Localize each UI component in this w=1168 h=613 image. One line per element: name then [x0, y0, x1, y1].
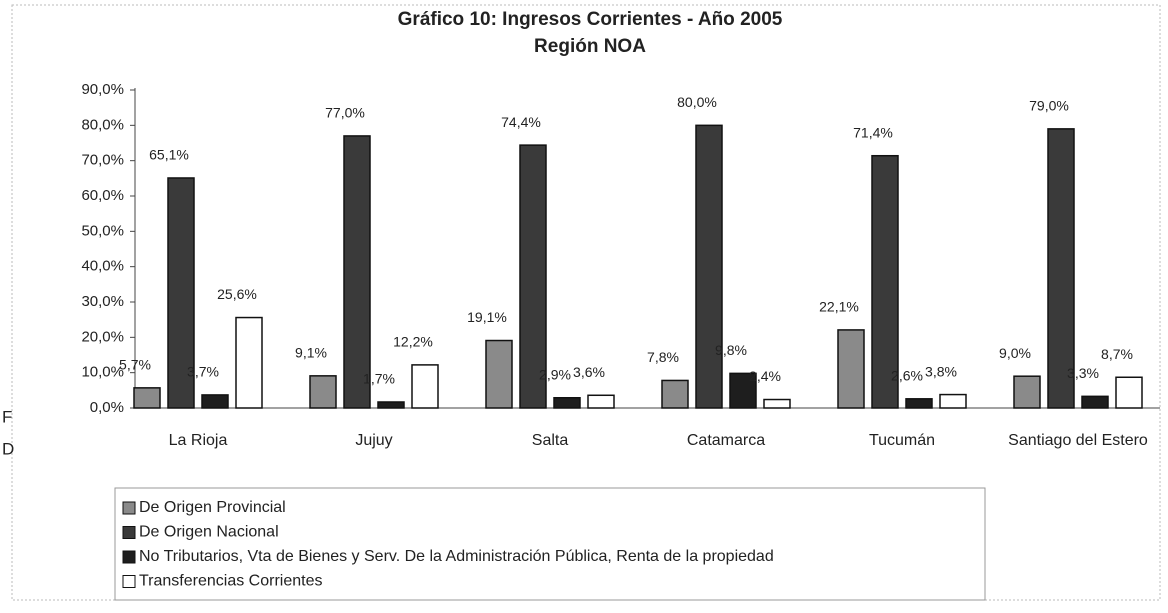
- bar: [1081, 395, 1109, 409]
- y-tick-label: 80,0%: [81, 116, 124, 133]
- x-tick-label: La Rioja: [168, 432, 228, 449]
- y-tick-label: 50,0%: [81, 222, 124, 239]
- data-label: 9,1%: [295, 345, 327, 361]
- bar: [905, 398, 933, 409]
- y-tick-label: 10,0%: [81, 364, 124, 381]
- annotation: D: [2, 439, 14, 458]
- data-label: 2,6%: [891, 368, 923, 384]
- data-label: 3,8%: [925, 363, 957, 379]
- chart-subtitle: Región NOA: [534, 36, 646, 57]
- bar: [485, 339, 513, 409]
- data-label: 71,4%: [853, 124, 893, 140]
- data-label: 22,1%: [819, 299, 859, 315]
- legend-label: De Origen Provincial: [139, 499, 286, 516]
- bar: [309, 375, 337, 409]
- data-label: 3,7%: [187, 364, 219, 380]
- data-label: 7,8%: [647, 349, 679, 365]
- data-label: 5,7%: [119, 357, 151, 373]
- bar: [377, 401, 405, 409]
- data-label: 77,0%: [325, 105, 365, 121]
- bar: [553, 397, 581, 409]
- data-label: 3,3%: [1067, 365, 1099, 381]
- y-tick-label: 30,0%: [81, 293, 124, 310]
- bar: [343, 135, 371, 409]
- data-label: 2,9%: [539, 366, 571, 382]
- x-tick-label: Catamarca: [686, 432, 766, 449]
- bar: [871, 154, 899, 409]
- data-label: 65,1%: [149, 147, 189, 163]
- bar: [411, 364, 439, 409]
- data-label: 79,0%: [1029, 98, 1069, 114]
- annotation: F: [2, 407, 12, 426]
- bar: [1115, 376, 1143, 409]
- y-tick-label: 20,0%: [81, 328, 124, 345]
- y-tick-label: 0,0%: [90, 399, 124, 416]
- bar: [519, 144, 547, 409]
- legend-swatch: [122, 575, 136, 588]
- bar: [729, 372, 757, 409]
- bar: [939, 393, 967, 409]
- x-tick-label: Tucumán: [868, 432, 936, 449]
- y-tick-label: 90,0%: [81, 81, 124, 98]
- bar: [167, 177, 195, 409]
- data-label: 3,6%: [573, 364, 605, 380]
- data-label: 12,2%: [393, 334, 433, 350]
- x-tick-label: Jujuy: [355, 432, 393, 449]
- legend-label: De Origen Nacional: [139, 524, 279, 541]
- y-tick-label: 60,0%: [81, 187, 124, 204]
- data-label: 19,1%: [467, 309, 507, 325]
- legend-label: Transferencias Corrientes: [139, 573, 322, 590]
- x-tick-label: Santiago del Estero: [1008, 432, 1148, 449]
- bar: [235, 316, 263, 409]
- chart-title: Gráfico 10: Ingresos Corrientes - Año 20…: [398, 9, 783, 30]
- bar: [661, 379, 689, 409]
- data-label: 80,0%: [677, 94, 717, 110]
- bar: [837, 329, 865, 409]
- bar: [1013, 375, 1041, 409]
- y-tick-label: 70,0%: [81, 152, 124, 169]
- data-label: 25,6%: [217, 286, 257, 302]
- data-label: 9,8%: [715, 342, 747, 358]
- legend-swatch: [122, 550, 136, 564]
- data-label: 2,4%: [749, 368, 781, 384]
- bar: [587, 394, 615, 409]
- data-label: 8,7%: [1101, 346, 1133, 362]
- data-label: 1,7%: [363, 371, 395, 387]
- bar: [133, 387, 161, 409]
- x-tick-label: Salta: [531, 432, 569, 449]
- legend-swatch: [122, 501, 136, 515]
- y-tick-label: 40,0%: [81, 258, 124, 275]
- bar: [763, 398, 791, 409]
- legend-label: No Tributarios, Vta de Bienes y Serv. De…: [139, 548, 774, 565]
- data-label: 9,0%: [999, 345, 1031, 361]
- bar: [695, 124, 723, 409]
- bar: [1047, 128, 1075, 409]
- legend-swatch: [122, 526, 136, 539]
- bar: [201, 394, 229, 409]
- data-label: 74,4%: [501, 114, 541, 130]
- legend-frame: [114, 487, 986, 601]
